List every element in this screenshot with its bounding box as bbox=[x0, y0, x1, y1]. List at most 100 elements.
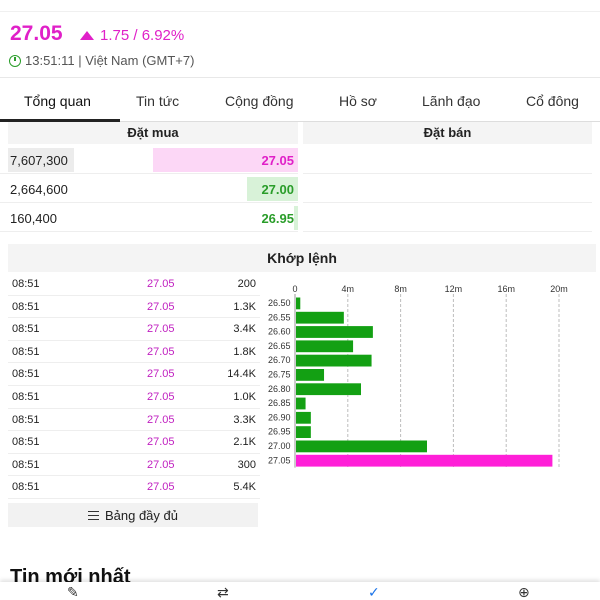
trade-price: 27.05 bbox=[147, 368, 175, 381]
clock-icon bbox=[9, 54, 21, 67]
trade-volume: 1.0K bbox=[233, 391, 256, 403]
bid-price: 27.00 bbox=[261, 182, 294, 197]
y-tick-label: 26.50 bbox=[268, 298, 291, 308]
trade-row: 08:51 27.05 1.8K bbox=[8, 341, 260, 364]
y-tick-label: 26.55 bbox=[268, 312, 291, 322]
bid-row: 2,664,600 27.00 bbox=[0, 175, 298, 203]
volume-bar bbox=[296, 383, 361, 396]
volume-bar bbox=[296, 297, 301, 310]
trade-price: 27.05 bbox=[147, 391, 175, 403]
trade-price: 27.05 bbox=[147, 323, 175, 336]
y-tick-label: 26.65 bbox=[268, 341, 291, 351]
x-tick-label: 16m bbox=[497, 284, 515, 294]
volume-bar bbox=[296, 397, 306, 410]
trade-price: 27.05 bbox=[147, 481, 175, 494]
trade-volume: 1.3K bbox=[233, 300, 256, 313]
swap-icon[interactable]: ⇄ bbox=[217, 584, 229, 600]
price-change: 1.75 / 6.92% bbox=[80, 27, 184, 44]
bottom-nav: ✎ ⇄ ✓ ⊕ bbox=[0, 582, 600, 600]
x-tick-label: 4m bbox=[342, 284, 355, 294]
last-price: 27.05 bbox=[10, 22, 63, 45]
trade-volume: 2.1K bbox=[233, 436, 256, 449]
y-tick-label: 26.80 bbox=[268, 384, 291, 394]
ask-row bbox=[303, 204, 592, 232]
quote-header: 27.05 1.75 / 6.92% 13:51:11 | Việt Nam (… bbox=[0, 12, 600, 78]
volume-bar bbox=[296, 440, 427, 453]
trade-row: 08:51 27.05 3.3K bbox=[8, 409, 260, 432]
trade-time: 08:51 bbox=[12, 458, 40, 471]
volume-bar bbox=[296, 454, 553, 467]
trade-time: 08:51 bbox=[12, 481, 40, 494]
trade-row: 08:51 27.05 2.1K bbox=[8, 431, 260, 454]
plus-icon[interactable]: ⊕ bbox=[518, 584, 530, 600]
trade-volume: 5.4K bbox=[233, 481, 256, 494]
timestamp-line: 13:51:11 | Việt Nam (GMT+7) bbox=[9, 53, 194, 68]
trade-row: 08:51 27.05 5.4K bbox=[8, 476, 260, 499]
trade-time: 08:51 bbox=[12, 413, 40, 426]
top-status-strip bbox=[0, 0, 600, 12]
trade-time: 08:51 bbox=[12, 323, 40, 336]
trade-price: 27.05 bbox=[147, 413, 175, 426]
full-table-button[interactable]: Bảng đầy đủ bbox=[8, 503, 258, 527]
full-table-label: Bảng đầy đủ bbox=[104, 507, 178, 523]
edit-icon[interactable]: ✎ bbox=[67, 584, 79, 600]
trade-time: 08:51 bbox=[12, 345, 40, 358]
bid-volume: 7,607,300 bbox=[10, 153, 68, 168]
tab-shareholders[interactable]: Cổ đông bbox=[526, 93, 579, 109]
tab-bar: Tổng quan Tin tức Cộng đồng Hồ sơ Lãnh đ… bbox=[0, 80, 600, 122]
y-tick-label: 26.90 bbox=[268, 412, 291, 422]
volume-bar bbox=[296, 411, 311, 424]
bid-price: 27.05 bbox=[261, 153, 294, 168]
trade-row: 08:51 27.05 3.4K bbox=[8, 318, 260, 341]
trade-volume: 3.3K bbox=[233, 413, 256, 426]
trade-time: 08:51 bbox=[12, 278, 40, 290]
ask-row bbox=[303, 146, 592, 174]
trade-volume: 14.4K bbox=[227, 368, 256, 381]
trade-time: 08:51 bbox=[12, 300, 40, 313]
y-tick-label: 27.00 bbox=[268, 441, 291, 451]
trade-volume: 3.4K bbox=[233, 323, 256, 336]
volume-bar bbox=[296, 311, 344, 324]
tab-profile[interactable]: Hồ sơ bbox=[339, 93, 377, 109]
matched-orders-title: Khớp lệnh bbox=[8, 244, 596, 272]
trade-volume: 1.8K bbox=[233, 345, 256, 358]
trade-row: 08:51 27.05 14.4K bbox=[8, 363, 260, 386]
bid-price-bar bbox=[294, 206, 298, 230]
check-icon[interactable]: ✓ bbox=[368, 584, 380, 600]
ask-header: Đặt bán bbox=[303, 122, 592, 144]
trade-time: 08:51 bbox=[12, 368, 40, 381]
bid-volume: 2,664,600 bbox=[10, 182, 68, 197]
ask-row bbox=[303, 175, 592, 203]
change-value: 1.75 / 6.92% bbox=[100, 27, 185, 44]
volume-bar bbox=[296, 354, 372, 367]
x-tick-label: 12m bbox=[445, 284, 463, 294]
trade-row: 08:51 27.05 1.0K bbox=[8, 386, 260, 409]
trade-row: 08:51 27.05 200 bbox=[8, 273, 260, 296]
bid-row: 160,400 26.95 bbox=[0, 204, 298, 232]
trade-price: 27.05 bbox=[147, 436, 175, 449]
bid-row: 7,607,300 27.05 bbox=[0, 146, 298, 174]
y-tick-label: 27.05 bbox=[268, 455, 291, 465]
tab-community[interactable]: Cộng đồng bbox=[225, 93, 294, 109]
bid-price: 26.95 bbox=[261, 211, 294, 226]
tab-overview[interactable]: Tổng quan bbox=[24, 93, 91, 109]
active-tab-indicator bbox=[0, 119, 120, 122]
trade-volume: 300 bbox=[237, 458, 256, 471]
trade-row: 08:51 27.05 300 bbox=[8, 454, 260, 477]
tab-leadership[interactable]: Lãnh đạo bbox=[422, 93, 481, 109]
bid-volume-bar bbox=[8, 148, 74, 172]
trade-price: 27.05 bbox=[147, 458, 175, 471]
y-tick-label: 26.95 bbox=[268, 427, 291, 437]
bid-volume: 160,400 bbox=[10, 211, 57, 226]
y-tick-label: 26.85 bbox=[268, 398, 291, 408]
bid-header: Đặt mua bbox=[8, 122, 298, 144]
tab-news[interactable]: Tin tức bbox=[136, 93, 180, 109]
timestamp: 13:51:11 | Việt Nam (GMT+7) bbox=[25, 53, 195, 68]
trade-row: 08:51 27.05 1.3K bbox=[8, 296, 260, 319]
up-arrow-icon bbox=[80, 31, 94, 40]
list-icon bbox=[87, 510, 99, 520]
volume-bar bbox=[296, 340, 354, 353]
x-tick-label: 20m bbox=[550, 284, 568, 294]
trade-price: 27.05 bbox=[147, 300, 175, 313]
y-tick-label: 26.75 bbox=[268, 370, 291, 380]
